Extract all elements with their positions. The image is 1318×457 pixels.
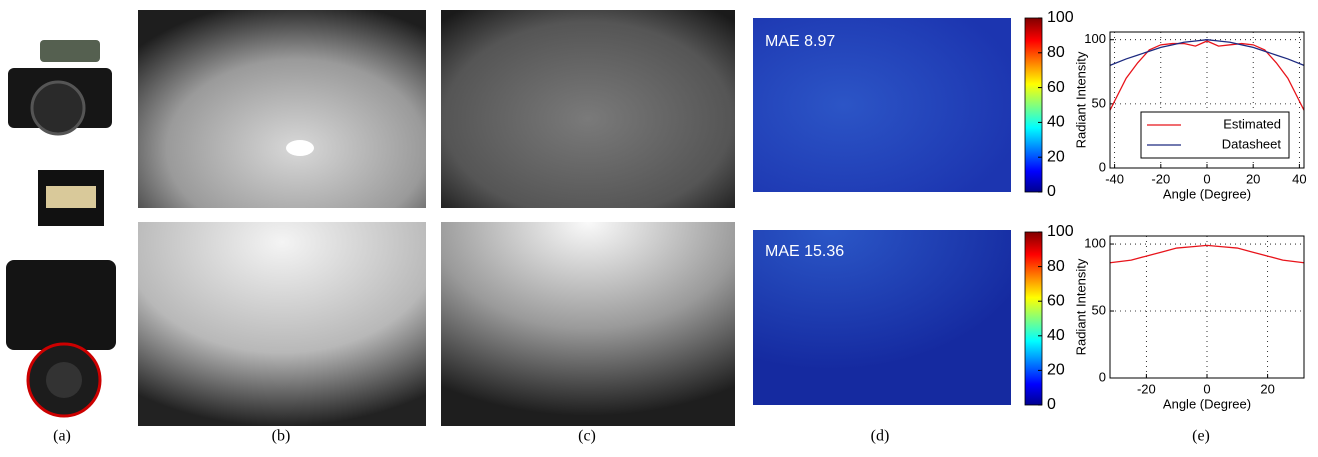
- x-tick-label: -20: [1151, 171, 1170, 186]
- x-tick-label: 0: [1203, 381, 1210, 396]
- whiteboard-photo: [138, 222, 426, 426]
- panel-label: (a): [53, 428, 71, 445]
- mae-label: MAE 8.97: [765, 33, 835, 50]
- panel-label: (b): [272, 428, 291, 445]
- x-tick-label: 20: [1260, 381, 1274, 396]
- y-tick-label: 100: [1084, 31, 1106, 46]
- colorbar-tick-label: 60: [1047, 292, 1065, 309]
- x-axis-label: Angle (Degree): [1163, 396, 1251, 411]
- y-axis-label: Radiant Intensity: [1073, 51, 1088, 148]
- panel-label: (c): [578, 428, 596, 445]
- colorbar-tick-label: 0: [1047, 396, 1056, 413]
- colorbar-tick-label: 40: [1047, 327, 1065, 344]
- x-tick-label: -40: [1105, 171, 1124, 186]
- specular-highlight: [286, 140, 314, 156]
- y-tick-label: 100: [1084, 235, 1106, 250]
- plot-frame: [1109, 31, 1305, 169]
- x-tick-label: 0: [1203, 171, 1210, 186]
- plot-frame: [1109, 235, 1305, 379]
- y-tick-label: 0: [1099, 159, 1106, 174]
- error-map: [753, 230, 1011, 405]
- colorbar-tick-label: 60: [1047, 79, 1065, 96]
- colorbar: [1024, 17, 1043, 193]
- series-line: [1109, 244, 1305, 264]
- series-line: [1109, 40, 1305, 111]
- legend-label: Estimated: [1223, 116, 1281, 131]
- shading-image: [441, 222, 735, 426]
- panel-label: (e): [1192, 428, 1210, 445]
- colorbar-tick-label: 20: [1047, 362, 1065, 379]
- camera-photos: [6, 40, 116, 418]
- colorbar-tick-label: 100: [1047, 9, 1074, 26]
- mae-label: MAE 15.36: [765, 243, 844, 260]
- colorbar-tick-label: 80: [1047, 44, 1065, 61]
- error-map: [753, 18, 1011, 192]
- legend-label: Datasheet: [1222, 136, 1282, 151]
- colorbar-tick-label: 100: [1047, 223, 1074, 240]
- shading-image: [441, 10, 735, 208]
- series-line: [1109, 39, 1305, 66]
- colorbar-tick-label: 0: [1047, 183, 1056, 200]
- x-tick-label: -20: [1137, 381, 1156, 396]
- y-tick-label: 50: [1092, 302, 1106, 317]
- x-tick-label: 40: [1292, 171, 1306, 186]
- colorbar: [1024, 231, 1043, 406]
- panel-label: (d): [871, 428, 890, 445]
- colorbar-tick-label: 80: [1047, 258, 1065, 275]
- x-axis-label: Angle (Degree): [1163, 186, 1251, 201]
- whiteboard-photo: [138, 10, 426, 208]
- y-tick-label: 50: [1092, 95, 1106, 110]
- legend: [1140, 111, 1290, 159]
- colorbar-tick-label: 40: [1047, 114, 1065, 131]
- y-tick-label: 0: [1099, 369, 1106, 384]
- y-axis-label: Radiant Intensity: [1073, 258, 1088, 355]
- colorbar-tick-label: 20: [1047, 148, 1065, 165]
- x-tick-label: 20: [1246, 171, 1260, 186]
